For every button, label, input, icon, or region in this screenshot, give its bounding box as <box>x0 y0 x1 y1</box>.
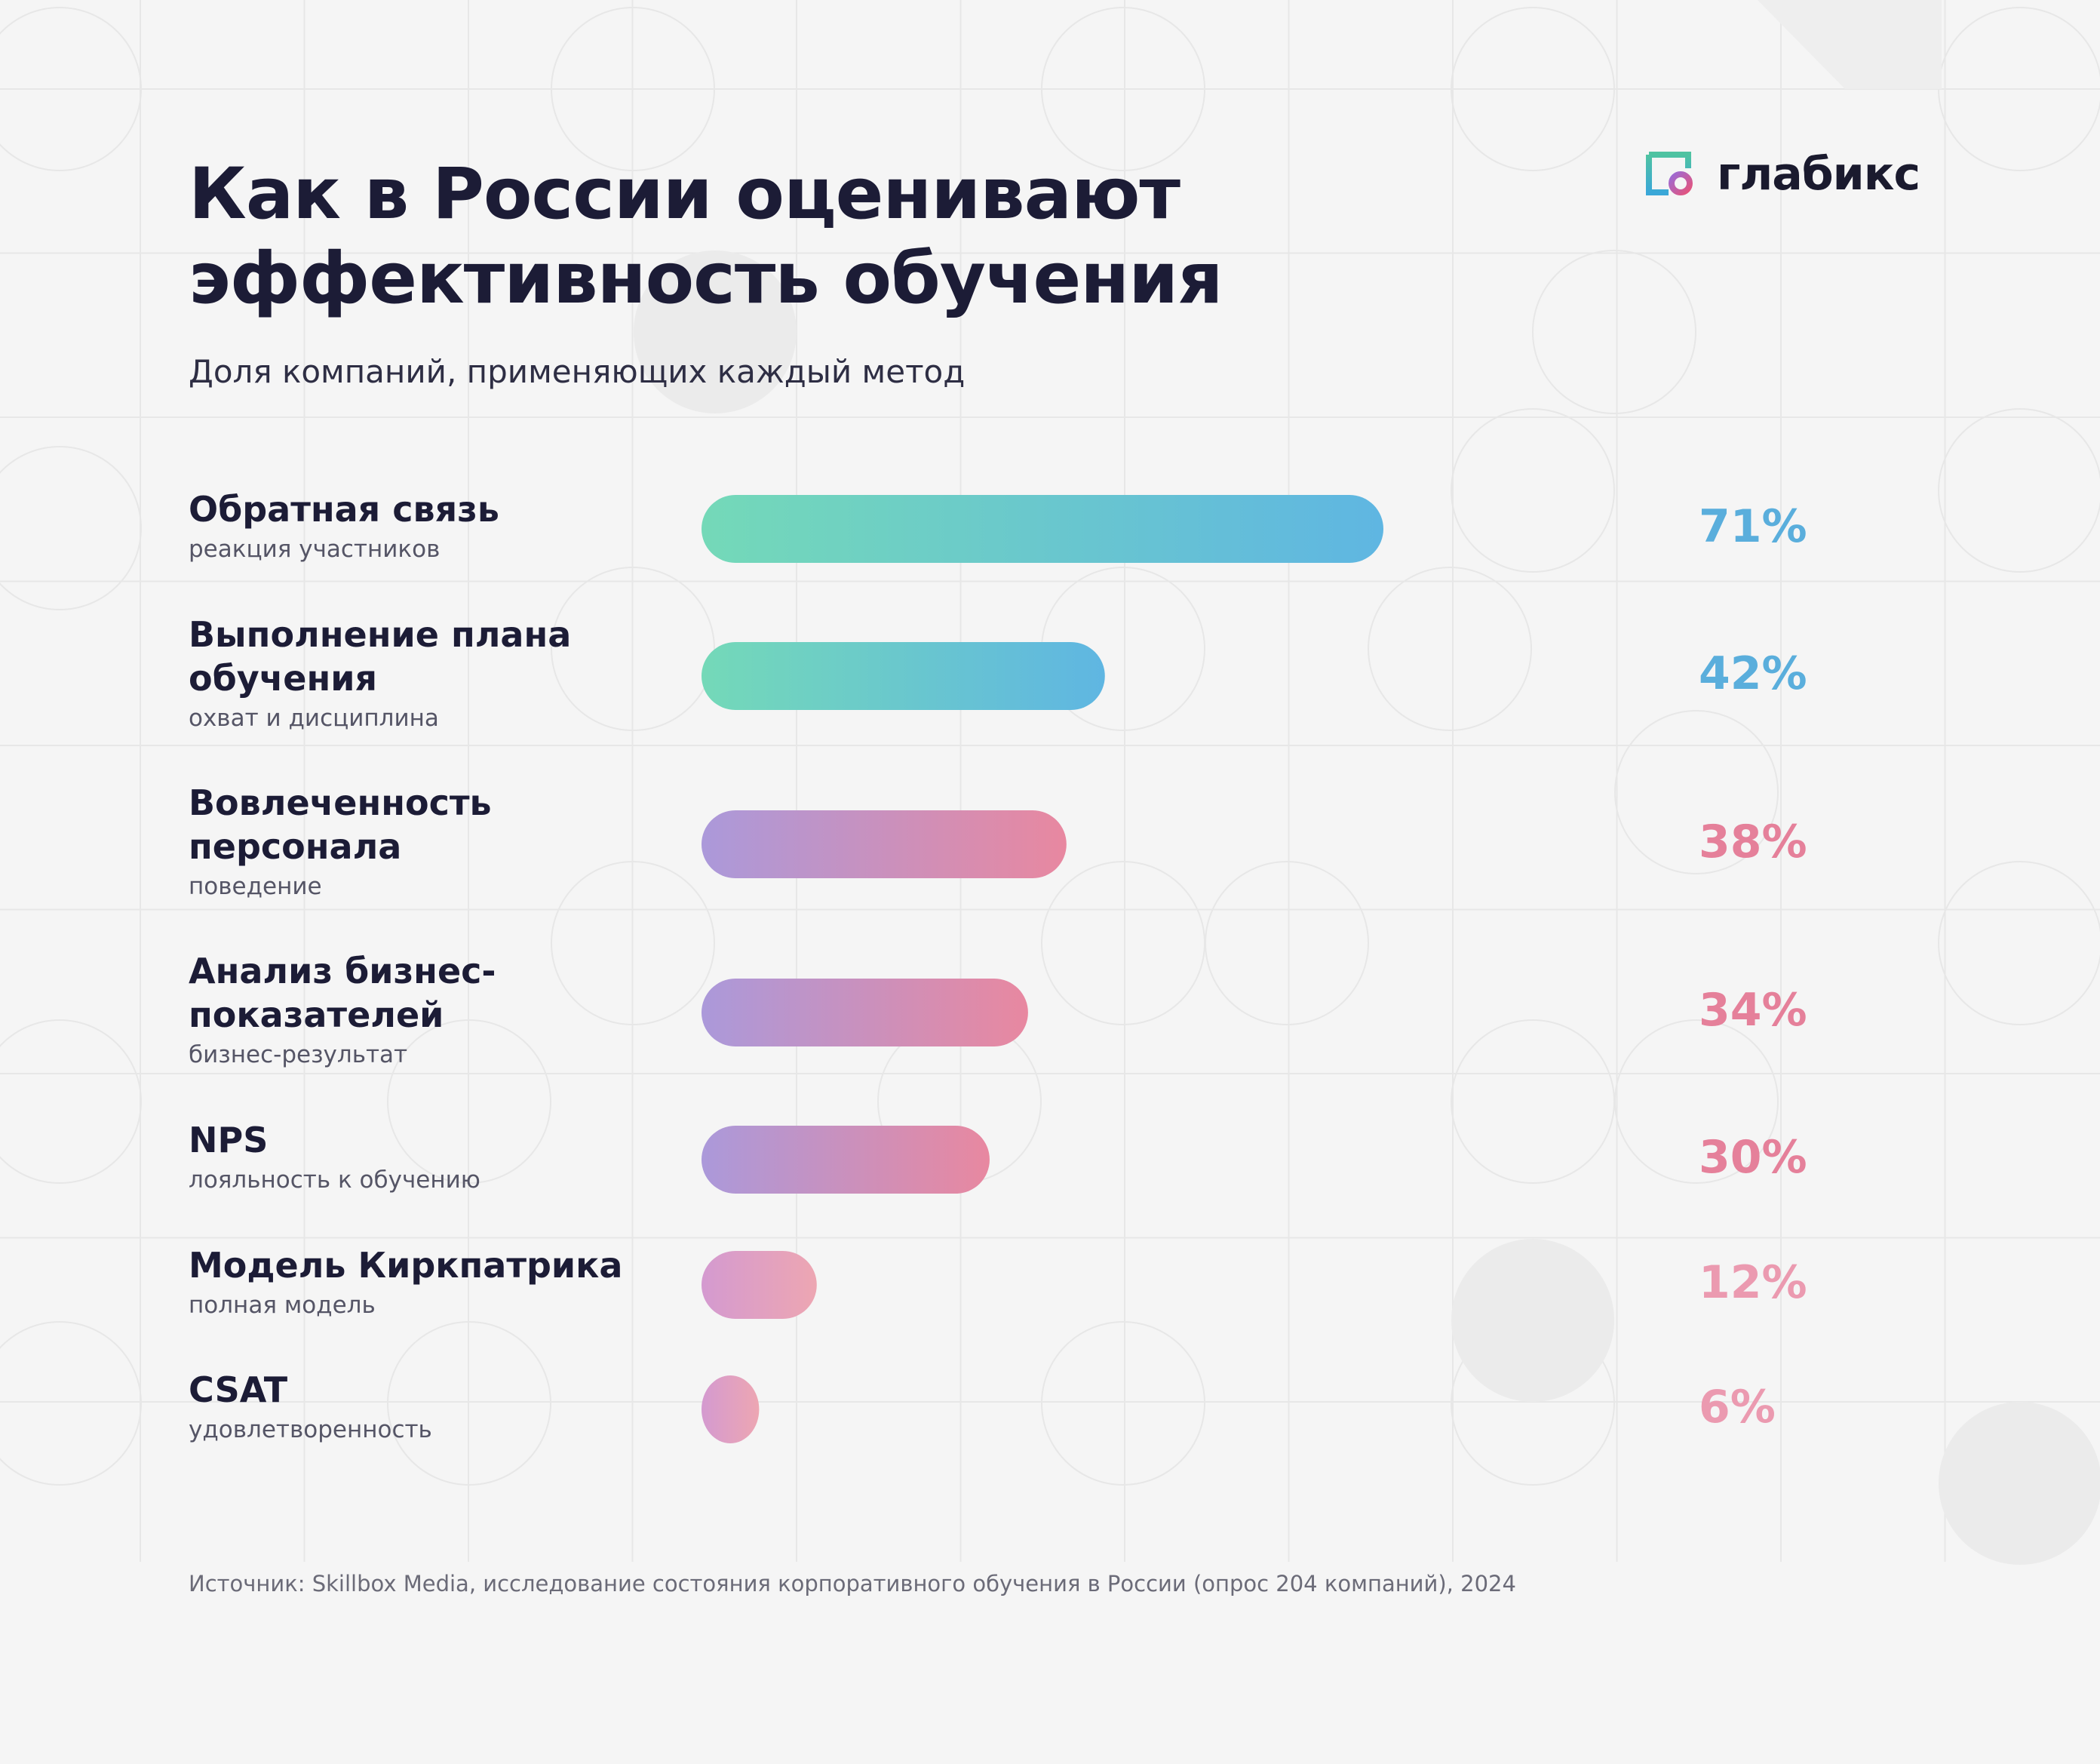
row-label: Вовлеченность персонала поведение <box>189 781 702 900</box>
bar-3 <box>702 810 1067 878</box>
category-label: CSAT <box>189 1369 288 1410</box>
bar-5 <box>702 1126 990 1194</box>
value-label: 42% <box>1699 647 1807 700</box>
category-note: охват и дисциплина <box>189 705 439 732</box>
value-label: 30% <box>1699 1131 1807 1184</box>
row-label: Выполнение плана обучения охват и дисципл… <box>189 613 702 732</box>
category-note: реакция участников <box>189 536 441 563</box>
bar-4 <box>702 979 1028 1046</box>
bar-7 <box>702 1375 760 1443</box>
category-note: лояльность к обучению <box>189 1166 480 1194</box>
category-label: Модель Киркпатрика <box>189 1245 623 1286</box>
bar-6 <box>702 1251 817 1319</box>
chart-subtitle: Доля компаний, применяющих каждый метод <box>189 353 966 390</box>
logo-frame-circle-icon <box>1646 152 1693 195</box>
value-label: 6% <box>1699 1381 1776 1434</box>
category-label: Вовлеченность персонала <box>189 782 492 867</box>
category-label: Обратная связь <box>189 489 499 530</box>
row-label: NPS лояльность к обучению <box>189 1118 702 1194</box>
chart-title: Как в России оценивают эффективность обу… <box>189 153 1223 320</box>
row-label: Обратная связь реакция участников <box>189 487 702 563</box>
logo-text: глабикс <box>1717 148 1920 201</box>
brand-logo: глабикс <box>1646 148 1920 201</box>
category-note: бизнес-результат <box>189 1041 408 1068</box>
category-label: Выполнение плана обучения <box>189 614 572 699</box>
category-note: полная модель <box>189 1292 376 1319</box>
value-label: 71% <box>1699 500 1807 553</box>
bar-2 <box>702 642 1105 710</box>
category-note: поведение <box>189 873 322 900</box>
category-label: NPS <box>189 1120 269 1160</box>
row-label: CSAT удовлетворенность <box>189 1368 702 1443</box>
row-label: Анализ бизнес-показателей бизнес-результа… <box>189 949 702 1068</box>
row-label: Модель Киркпатрика полная модель <box>189 1243 702 1319</box>
category-label: Анализ бизнес-показателей <box>189 951 496 1035</box>
value-label: 34% <box>1699 984 1807 1037</box>
value-label: 38% <box>1699 816 1807 868</box>
category-note: удовлетворенность <box>189 1416 432 1443</box>
bar-1 <box>702 495 1383 563</box>
source-note: Источник: Skillbox Media, исследование с… <box>189 1571 1516 1597</box>
value-label: 12% <box>1699 1256 1807 1309</box>
